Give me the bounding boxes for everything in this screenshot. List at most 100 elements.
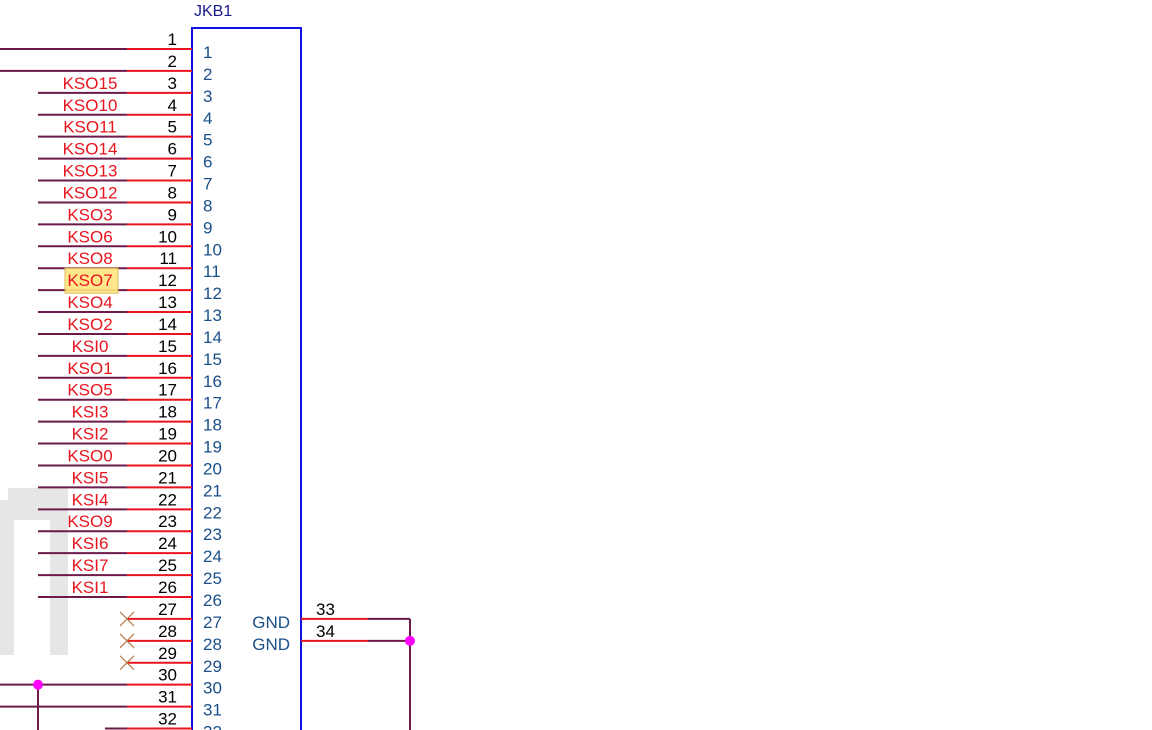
pin-name: 24 (203, 547, 222, 566)
pin-name: 17 (203, 394, 222, 413)
pin-name: 7 (203, 175, 212, 194)
pin-name: 28 (203, 635, 222, 654)
net-label[interactable]: KSI1 (72, 578, 109, 597)
pin-number: 28 (158, 622, 177, 641)
pin-number: 23 (158, 512, 177, 531)
net-label[interactable]: KSI7 (72, 556, 109, 575)
junction-dot (405, 635, 415, 646)
pin-number: 22 (158, 490, 177, 509)
pin-number: 3 (168, 74, 177, 93)
net-label[interactable]: KSI4 (72, 490, 109, 509)
no-connect-icon (119, 611, 135, 627)
pin-number: 11 (159, 249, 177, 268)
pin-number: 4 (168, 96, 177, 115)
net-label[interactable]: KSO8 (67, 249, 112, 268)
pin-number: 17 (158, 381, 177, 400)
net-label[interactable]: KSO0 (67, 446, 112, 465)
pin-name: 21 (203, 481, 222, 500)
pin-number: 29 (158, 644, 177, 663)
no-connect-icon (119, 633, 135, 649)
net-label[interactable]: KSO2 (67, 315, 112, 334)
pin-name: 14 (203, 328, 222, 347)
net-label[interactable]: KSI0 (72, 337, 109, 356)
pin-name: 26 (203, 591, 222, 610)
pin-number: 33 (316, 600, 335, 619)
net-label[interactable]: KSO12 (63, 183, 118, 202)
pin-name: 20 (203, 459, 222, 478)
pin-number: 8 (168, 183, 177, 202)
pin-number: 7 (168, 162, 177, 181)
pin-number: 1 (168, 30, 177, 49)
pin-name: 6 (203, 153, 212, 172)
highlight (64, 267, 119, 294)
net-label[interactable]: KSI6 (72, 534, 109, 553)
pin-number: 15 (158, 337, 177, 356)
net-label[interactable]: KSO1 (67, 359, 112, 378)
pin-name: 18 (203, 416, 222, 435)
pin-number: 10 (158, 227, 177, 246)
net-label[interactable]: KSO7 (67, 271, 112, 290)
pin-name: 3 (203, 87, 212, 106)
net-label[interactable]: KSO6 (67, 227, 112, 246)
pin-number: 32 (158, 710, 177, 729)
net-label[interactable]: KSO14 (63, 140, 118, 159)
pin-name: 2 (203, 65, 212, 84)
pin-name: 29 (203, 657, 222, 676)
net-label[interactable]: KSO5 (67, 381, 112, 400)
pin-name: 8 (203, 196, 212, 215)
pin-name: 16 (203, 372, 222, 391)
pin-number: 19 (158, 425, 177, 444)
pin-name: 5 (203, 131, 212, 150)
net-label[interactable]: KSI3 (72, 403, 109, 422)
pin-name: 15 (203, 350, 222, 369)
pin-number: 9 (168, 205, 177, 224)
pin-number: 25 (158, 556, 177, 575)
pin-number: 18 (158, 403, 177, 422)
pin-name: 23 (203, 525, 222, 544)
net-label[interactable]: KSI2 (72, 425, 109, 444)
net-label[interactable]: KSO3 (67, 205, 112, 224)
pin-name: 19 (203, 438, 222, 457)
background-shape (0, 488, 68, 655)
pin-name: 22 (203, 503, 222, 522)
pin-name: 9 (203, 218, 212, 237)
pin-name: GND (252, 613, 290, 632)
pin-number: 26 (158, 578, 177, 597)
net-label[interactable]: KSI5 (72, 468, 109, 487)
pin-number: 16 (158, 359, 177, 378)
pin-number: 21 (158, 468, 177, 487)
net-label[interactable]: KSO4 (67, 293, 112, 312)
no-connect-icon (119, 655, 135, 671)
pin-number: 2 (168, 52, 177, 71)
net-label[interactable]: KSO11 (63, 118, 117, 137)
junction-dot (33, 679, 43, 690)
pin-name: 27 (203, 613, 222, 632)
net-label[interactable]: KSO13 (63, 162, 118, 181)
pin-number: 20 (158, 446, 177, 465)
pin-name: 30 (203, 679, 222, 698)
pin-name: GND (252, 635, 290, 654)
pin-number: 31 (158, 688, 177, 707)
pin-name: 11 (203, 262, 221, 281)
pin-number: 12 (158, 271, 177, 290)
pin-name: 4 (203, 109, 212, 128)
pin-number: 34 (316, 622, 335, 641)
net-label[interactable]: KSO9 (67, 512, 112, 531)
net-label[interactable]: KSO10 (63, 96, 118, 115)
component-body[interactable] (191, 27, 302, 730)
pin-number: 6 (168, 140, 177, 159)
pin-number: 24 (158, 534, 177, 553)
pin-name: 13 (203, 306, 222, 325)
pin-number: 27 (158, 600, 177, 619)
pin-number: 13 (158, 293, 177, 312)
pin-name: 1 (203, 43, 212, 62)
pin-name: 32 (203, 723, 222, 730)
net-label[interactable]: KSO15 (63, 74, 118, 93)
pin-number: 30 (158, 666, 177, 685)
pin-name: 10 (203, 240, 222, 259)
pin-name: 31 (203, 701, 222, 720)
pin-name: 25 (203, 569, 222, 588)
pin-number: 14 (158, 315, 177, 334)
component-reference: JKB1 (194, 3, 232, 20)
